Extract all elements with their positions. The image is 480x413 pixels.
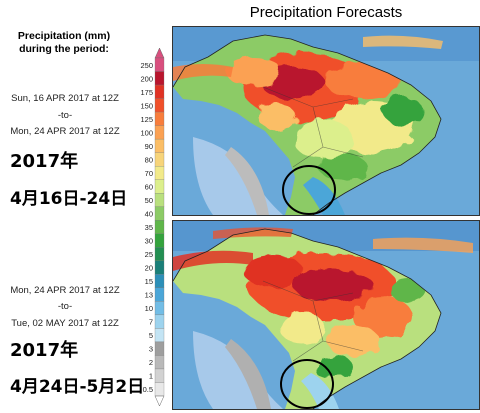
colorbar-swatch: [154, 233, 165, 248]
period1-year: 2017年: [10, 151, 79, 172]
atlantic-precip: [373, 237, 473, 253]
dry-coast: [225, 339, 271, 409]
forecast-map-period1: [172, 26, 480, 216]
colorbar-swatch: [154, 247, 165, 261]
period1-until: Mon, 24 APR 2017 at 12Z: [10, 126, 120, 137]
highlight-circle: [282, 165, 336, 215]
colorbar-tick-label: 35: [145, 223, 153, 232]
colorbar-swatch: [154, 355, 165, 370]
period1-from: Sun, 16 APR 2017 at 12Z: [11, 93, 119, 104]
colorbar-swatch: [154, 287, 165, 302]
colorbar-swatch: [154, 84, 165, 99]
colorbar-swatch: [154, 260, 165, 275]
highlight-circle: [280, 359, 334, 409]
legend-title-line2: during the period:: [19, 43, 109, 55]
period1-dates: 4月16日-24日: [10, 189, 128, 209]
plata-precip: [301, 373, 339, 409]
colorbar-tick-label: 100: [140, 128, 153, 137]
colorbar-swatch: [154, 98, 165, 113]
colorbar-tick-label: 70: [145, 169, 153, 178]
colorbar-tick-label: 1: [149, 372, 153, 381]
colorbar-bottom-arrow: [154, 395, 165, 406]
colorbar-tick-label: 0.5: [143, 385, 153, 394]
colorbar-tick-label: 13: [145, 291, 153, 300]
colorbar-tick-label: 15: [145, 277, 153, 286]
period2-until: Tue, 02 MAY 2017 at 12Z: [11, 318, 119, 329]
colorbar-tick-label: 3: [149, 345, 153, 354]
colorbar-tick-label: 60: [145, 182, 153, 191]
colorbar-swatch: [154, 193, 165, 207]
colorbar-tick-label: 90: [145, 142, 153, 151]
country-borders: [262, 280, 364, 362]
colorbar-swatch: [154, 220, 165, 234]
colorbar-swatch: [154, 179, 165, 194]
colorbar-tick-label: 250: [140, 61, 153, 70]
plata-precip: [303, 177, 345, 215]
legend-title-line1: Precipitation (mm): [17, 30, 111, 42]
central-america-precip: [173, 64, 233, 81]
colorbar-tick-label: 175: [140, 88, 153, 97]
colorbar-swatch: [154, 111, 165, 126]
colorbar-top-arrow: [154, 48, 165, 59]
colorbar-tick-label: 30: [145, 237, 153, 246]
central-america-precip: [173, 250, 253, 271]
colorbar-swatch: [154, 206, 165, 221]
colorbar-tick-label: 150: [140, 101, 153, 110]
colorbar-swatch: [154, 57, 165, 72]
period2-dates: 4月24日-5月2日: [10, 377, 145, 397]
colorbar-tick-label: 25: [145, 250, 153, 259]
precipitation-colorbar: 2502001751501251009080706050403530252015…: [140, 48, 165, 406]
colorbar-tick-label: 80: [145, 155, 153, 164]
colorbar-swatch: [154, 152, 165, 167]
atlantic-precip: [363, 35, 443, 49]
colorbar-swatch: [154, 341, 165, 356]
coastline: [173, 228, 442, 409]
main-title: Precipitation Forecasts: [249, 4, 403, 21]
period2-to: -to-: [57, 301, 73, 312]
map-period1-graphic: [173, 27, 479, 215]
coastline: [173, 34, 442, 215]
colorbar-swatch: [154, 301, 165, 316]
colorbar-swatch: [154, 125, 165, 140]
colorbar-swatch: [154, 368, 165, 383]
colorbar-tick-label: 7: [149, 318, 153, 327]
colorbar-swatch: [154, 71, 165, 86]
colorbar-swatch: [154, 382, 165, 397]
legend-title: Precipitation (mm) during the period:: [8, 30, 120, 56]
colorbar-tick-label: 50: [145, 196, 153, 205]
colorbar-tick-label: 2: [149, 358, 153, 367]
colorbar-swatch: [154, 328, 165, 343]
map-period2-graphic: [173, 221, 479, 409]
colorbar-tick-label: 40: [145, 209, 153, 218]
colorbar-tick-label: 20: [145, 264, 153, 273]
colorbar-tick-label: 5: [149, 331, 153, 340]
colorbar-tick-label: 10: [145, 304, 153, 313]
period2-from: Mon, 24 APR 2017 at 12Z: [10, 285, 120, 296]
forecast-map-period2: [172, 220, 480, 410]
colorbar-swatch: [154, 314, 165, 329]
colorbar-tick-label: 200: [140, 74, 153, 83]
period1-to: -to-: [57, 110, 73, 121]
period2-year: 2017年: [10, 340, 79, 361]
colorbar-swatch: [154, 166, 165, 180]
country-borders: [262, 86, 364, 168]
dry-coast: [225, 147, 269, 215]
colorbar-tick-label: 125: [140, 115, 153, 124]
colorbar-swatch: [154, 274, 165, 288]
colorbar-swatch: [154, 138, 165, 153]
